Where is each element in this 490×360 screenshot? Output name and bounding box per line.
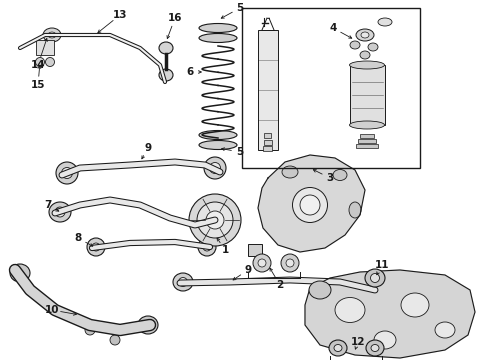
Ellipse shape [199,23,237,32]
Ellipse shape [329,340,347,356]
Bar [242,8,420,168]
Text: 9: 9 [245,265,251,275]
Ellipse shape [368,285,376,294]
Bar [263,146,272,151]
Text: 8: 8 [74,233,82,243]
Ellipse shape [178,278,188,287]
Bar [360,134,374,138]
Ellipse shape [35,58,45,67]
Bar [264,140,272,145]
Text: 15: 15 [31,80,45,90]
Ellipse shape [281,254,299,272]
Ellipse shape [87,238,105,256]
Text: 13: 13 [113,10,127,20]
Ellipse shape [282,166,298,178]
Text: 1: 1 [221,245,229,255]
Text: 5: 5 [236,3,244,13]
Ellipse shape [92,243,100,251]
Ellipse shape [333,170,347,180]
Ellipse shape [378,18,392,26]
Ellipse shape [159,42,173,54]
Ellipse shape [374,331,396,349]
Ellipse shape [199,33,237,42]
Ellipse shape [361,32,369,38]
Ellipse shape [401,293,429,317]
Ellipse shape [138,316,158,334]
Bar [356,144,378,148]
Ellipse shape [48,32,56,38]
Bar [258,30,278,150]
Ellipse shape [173,273,193,291]
Ellipse shape [49,202,71,222]
Ellipse shape [199,140,237,149]
Text: 14: 14 [31,60,45,70]
Ellipse shape [62,167,73,179]
Ellipse shape [55,207,65,217]
Ellipse shape [253,254,271,272]
Ellipse shape [85,325,95,335]
Ellipse shape [198,238,216,256]
Ellipse shape [349,202,361,218]
Ellipse shape [206,211,224,229]
Text: 5: 5 [236,147,244,157]
Polygon shape [258,155,365,252]
Ellipse shape [368,43,378,51]
Ellipse shape [300,195,320,215]
Ellipse shape [309,281,331,299]
Bar [248,244,262,256]
Bar [264,133,271,138]
Ellipse shape [366,340,384,356]
Ellipse shape [197,202,233,238]
Ellipse shape [335,297,365,323]
Ellipse shape [334,345,342,351]
Ellipse shape [286,259,294,267]
Ellipse shape [360,51,370,59]
Text: 3: 3 [326,173,334,183]
Ellipse shape [356,29,374,41]
Text: 10: 10 [45,305,59,315]
Bar [358,139,376,143]
Ellipse shape [205,217,215,227]
Ellipse shape [10,264,30,282]
Ellipse shape [349,61,385,69]
Ellipse shape [110,335,120,345]
Ellipse shape [350,41,360,49]
Ellipse shape [370,274,379,283]
Ellipse shape [159,69,173,81]
Bar [350,65,385,125]
Bar [36,40,54,55]
Ellipse shape [199,130,237,139]
Ellipse shape [349,121,385,129]
Text: 4: 4 [329,23,337,33]
Ellipse shape [435,322,455,338]
Ellipse shape [189,194,241,246]
Ellipse shape [56,162,78,184]
Ellipse shape [365,269,385,287]
Text: 11: 11 [375,260,389,270]
Ellipse shape [362,281,382,299]
Text: 6: 6 [186,67,194,77]
Ellipse shape [43,28,61,42]
Text: 2: 2 [276,280,284,290]
Text: 9: 9 [145,143,151,153]
Ellipse shape [293,188,327,222]
Ellipse shape [199,212,221,232]
Ellipse shape [210,162,220,174]
Ellipse shape [46,58,54,67]
Ellipse shape [371,345,379,351]
Ellipse shape [203,243,211,251]
Polygon shape [305,270,475,358]
Ellipse shape [204,157,226,179]
Text: 12: 12 [351,337,365,347]
Text: 16: 16 [168,13,182,23]
Ellipse shape [258,259,266,267]
Text: 7: 7 [44,200,51,210]
